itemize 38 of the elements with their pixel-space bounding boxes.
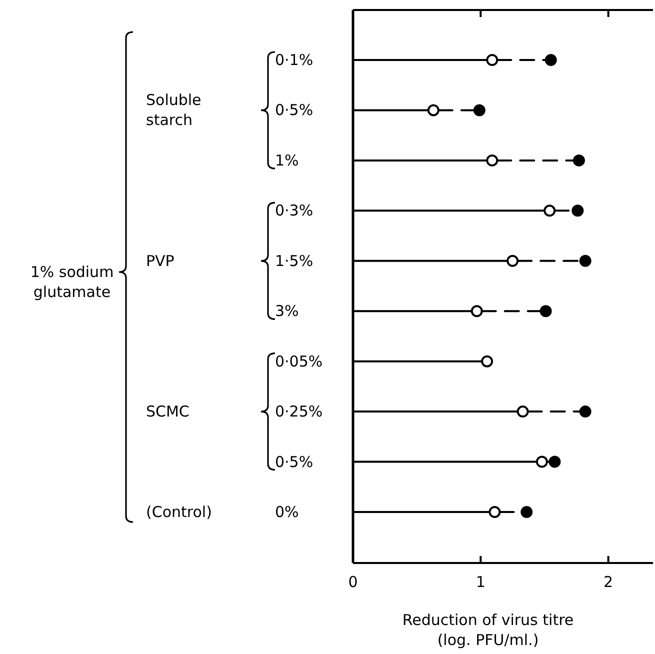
point <box>540 305 552 318</box>
y-tick-label: 0·3% <box>275 202 314 220</box>
text: (Control) <box>146 503 212 521</box>
y-tick-label: 3% <box>275 302 299 320</box>
text: 1% sodium glutamate <box>30 263 114 301</box>
x-axis-title: Reduction of virus titre (log. PFU/ml.) <box>402 611 574 649</box>
x-tick-label: 2 <box>604 573 614 591</box>
point <box>579 406 592 418</box>
y-tick-label: 0% <box>275 503 299 521</box>
point <box>520 506 533 518</box>
point <box>486 54 498 66</box>
text: Soluble starch <box>146 91 202 130</box>
point <box>488 506 501 518</box>
point <box>548 456 561 468</box>
point <box>506 254 519 267</box>
y-tick-label: 0·5% <box>275 452 314 471</box>
point <box>473 104 486 116</box>
y-tick-label: 1% <box>275 151 299 170</box>
point <box>516 406 529 418</box>
y-tick-label: 0·05% <box>275 352 323 370</box>
point <box>481 355 494 368</box>
point <box>579 254 592 267</box>
point <box>544 54 557 66</box>
point <box>536 456 548 468</box>
text: SCMC <box>146 402 190 421</box>
text: PVP <box>146 252 174 270</box>
x-tick-label: 0 <box>348 573 358 591</box>
y-tick-label: 0·25% <box>275 402 323 421</box>
point <box>544 204 556 217</box>
y-tick-label: 0·1% <box>275 51 314 69</box>
point <box>427 104 440 116</box>
point <box>572 154 585 166</box>
point <box>572 204 584 217</box>
point <box>486 154 498 166</box>
y-tick-label: 1·5% <box>275 252 314 270</box>
x-tick-label: 1 <box>476 573 486 591</box>
point <box>470 305 483 318</box>
y-tick-label: 0·5% <box>275 101 314 120</box>
